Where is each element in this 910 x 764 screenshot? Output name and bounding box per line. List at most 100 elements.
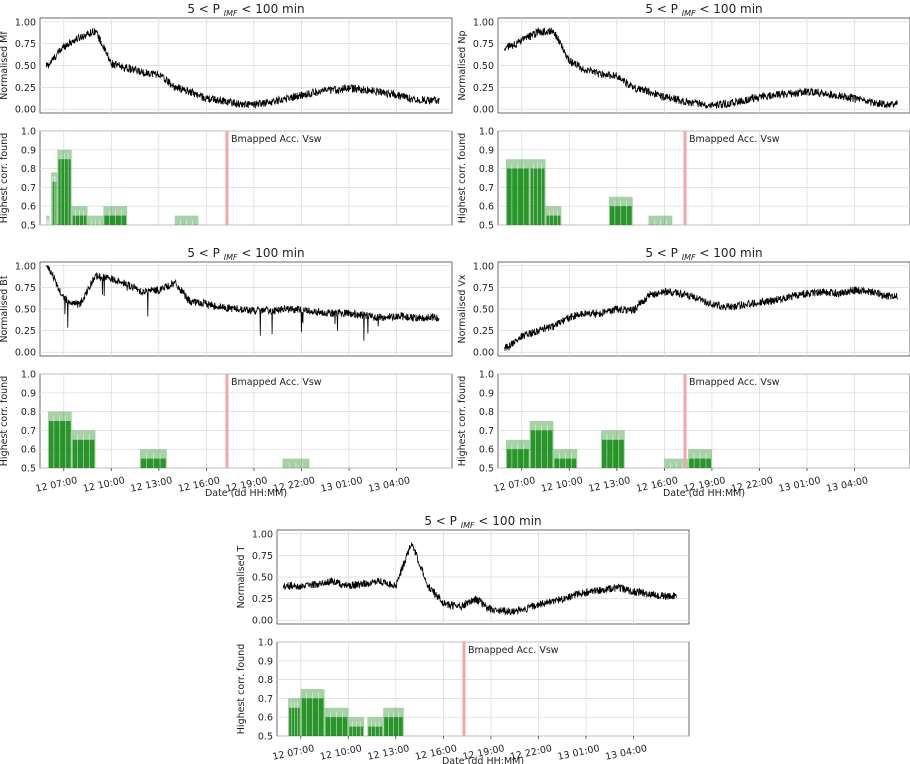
corr-panel-np: 0.5 0.6 0.7 0.8 0.9 1.0 Highest corr. found Bma… [457,127,910,232]
signal-line [45,265,440,341]
y-tick-label: 0.9 [21,388,36,399]
y-tick-label: 0.5 [21,221,36,232]
y-tick-label: 0.6 [479,202,494,213]
y-tick-label: 0.25 [473,83,494,94]
y-tick-label: 0.6 [21,202,36,213]
y-tick-label: 0.7 [21,183,36,194]
y-tick-label: 0.75 [473,39,494,50]
y-tick-label: 0.75 [15,39,36,50]
y-tick-label: 1.00 [15,261,36,272]
signal-line [282,542,677,616]
x-axis-label: Date (dd HH:MM) [442,756,524,764]
y-tick-label: 0.7 [479,426,494,437]
corr-panel-mf: 0.5 0.6 0.7 0.8 0.9 1.0 Highest corr. found Bma… [0,127,453,232]
corr-panel-t: 0.5 0.6 0.7 0.8 0.9 1.0 Highest corr. found Bma… [236,638,690,764]
y-tick-label: 0.5 [479,221,494,232]
y-tick-label: 0.5 [21,464,36,475]
signal-line [45,28,440,109]
y-tick-label: 1.00 [252,529,273,540]
y-axis-label: Normalised Mf [0,31,10,100]
signal-line [503,286,898,351]
y-tick-label: 0.25 [15,326,36,337]
y-axis-label: Normalised Np [457,31,468,101]
panel-title: 5 < P IMF < 100 min [424,514,541,530]
y-tick-label: 0.75 [252,551,273,562]
y-tick-label: 0.00 [252,616,273,627]
y-tick-label: 1.0 [21,370,36,381]
y-tick-label: 1.0 [258,638,273,649]
y-axis-label: Normalised T [236,545,247,608]
y-tick-label: 0.6 [258,713,273,724]
line-panel-vx: 0.00 0.25 0.50 0.75 1.00 Normalised Vx 5 < P I… [457,246,910,359]
y-tick-label: 0.5 [258,732,273,743]
x-tick-label: 12 10:00 [540,475,584,495]
y-tick-label: 1.00 [473,261,494,272]
vsw-marker-label: Bmapped Acc. Vsw [689,377,780,388]
y-tick-label: 1.00 [473,17,494,28]
x-tick-label: 13 04:00 [604,743,648,763]
line-panel-t: 0.00 0.25 0.50 0.75 1.00 Normalised T 5 < P IM… [236,514,690,627]
y-tick-label: 0.9 [21,145,36,156]
y-tick-label: 0.50 [473,305,494,316]
plot-frame [497,373,910,469]
y-tick-label: 1.00 [15,17,36,28]
y-tick-label: 0.50 [473,61,494,72]
y-tick-label: 0.8 [479,407,494,418]
y-tick-label: 1.0 [21,127,36,138]
y-axis-label: Highest corr. found [0,376,10,466]
y-tick-label: 0.7 [21,426,36,437]
x-tick-label: 13 01:00 [557,743,601,763]
signal-line [503,27,898,109]
panel-title: 5 < P IMF < 100 min [645,246,762,262]
line-panel-bt: 0.00 0.25 0.50 0.75 1.00 Normalised Bt 5 < P I… [0,246,453,359]
x-tick-label: 13 04:00 [825,475,869,495]
x-tick-label: 12 07:00 [35,475,79,495]
x-tick-label: 12 10:00 [319,743,363,763]
corr-panel-bt: 0.5 0.6 0.7 0.8 0.9 1.0 Highest corr. found Bma… [0,370,453,499]
x-axis-label: Date (dd HH:MM) [663,488,745,499]
y-tick-label: 0.50 [252,573,273,584]
x-tick-label: 12 07:00 [493,475,537,495]
y-tick-label: 0.50 [15,305,36,316]
vsw-marker-label: Bmapped Acc. Vsw [689,134,780,145]
y-axis-label: Highest corr. found [236,644,247,734]
vsw-marker-label: Bmapped Acc. Vsw [231,134,322,145]
y-tick-label: 0.7 [479,183,494,194]
line-panel-mf: 0.00 0.25 0.50 0.75 1.00 Normalised Mf 5 < P I… [0,2,453,116]
y-axis-label: Normalised Bt [0,275,10,342]
y-tick-label: 1.0 [479,127,494,138]
x-tick-label: 13 04:00 [367,475,411,495]
vsw-marker-label: Bmapped Acc. Vsw [468,645,559,656]
y-tick-label: 0.00 [473,348,494,359]
y-tick-label: 0.8 [479,164,494,175]
y-tick-label: 0.25 [473,326,494,337]
x-tick-label: 13 01:00 [778,475,822,495]
panel-title: 5 < P IMF < 100 min [645,2,762,18]
y-tick-label: 0.00 [15,348,36,359]
vsw-marker-label: Bmapped Acc. Vsw [231,377,322,388]
y-tick-label: 0.8 [21,164,36,175]
line-panel-np: 0.00 0.25 0.50 0.75 1.00 Normalised Np 5 < P I… [457,2,910,116]
x-tick-label: 12 13:00 [367,743,411,763]
x-tick-label: 12 07:00 [272,743,316,763]
y-axis-label: Highest corr. found [0,133,10,223]
y-tick-label: 0.5 [479,464,494,475]
y-tick-label: 0.7 [258,694,273,705]
y-axis-label: Highest corr. found [457,376,468,466]
y-tick-label: 1.0 [479,370,494,381]
x-tick-label: 12 10:00 [82,475,126,495]
y-tick-label: 0.8 [258,675,273,686]
y-tick-label: 0.00 [473,105,494,116]
x-tick-label: 12 13:00 [588,475,632,495]
y-tick-label: 0.6 [21,445,36,456]
y-tick-label: 0.00 [15,105,36,116]
y-tick-label: 0.6 [479,445,494,456]
corr-panel-vx: 0.5 0.6 0.7 0.8 0.9 1.0 Highest corr. found Bma… [457,370,910,499]
x-tick-label: 12 13:00 [130,475,174,495]
plot-frame [39,373,453,469]
y-tick-label: 0.25 [15,83,36,94]
y-tick-label: 0.75 [15,283,36,294]
y-tick-label: 0.75 [473,283,494,294]
panel-title: 5 < P IMF < 100 min [187,2,304,18]
